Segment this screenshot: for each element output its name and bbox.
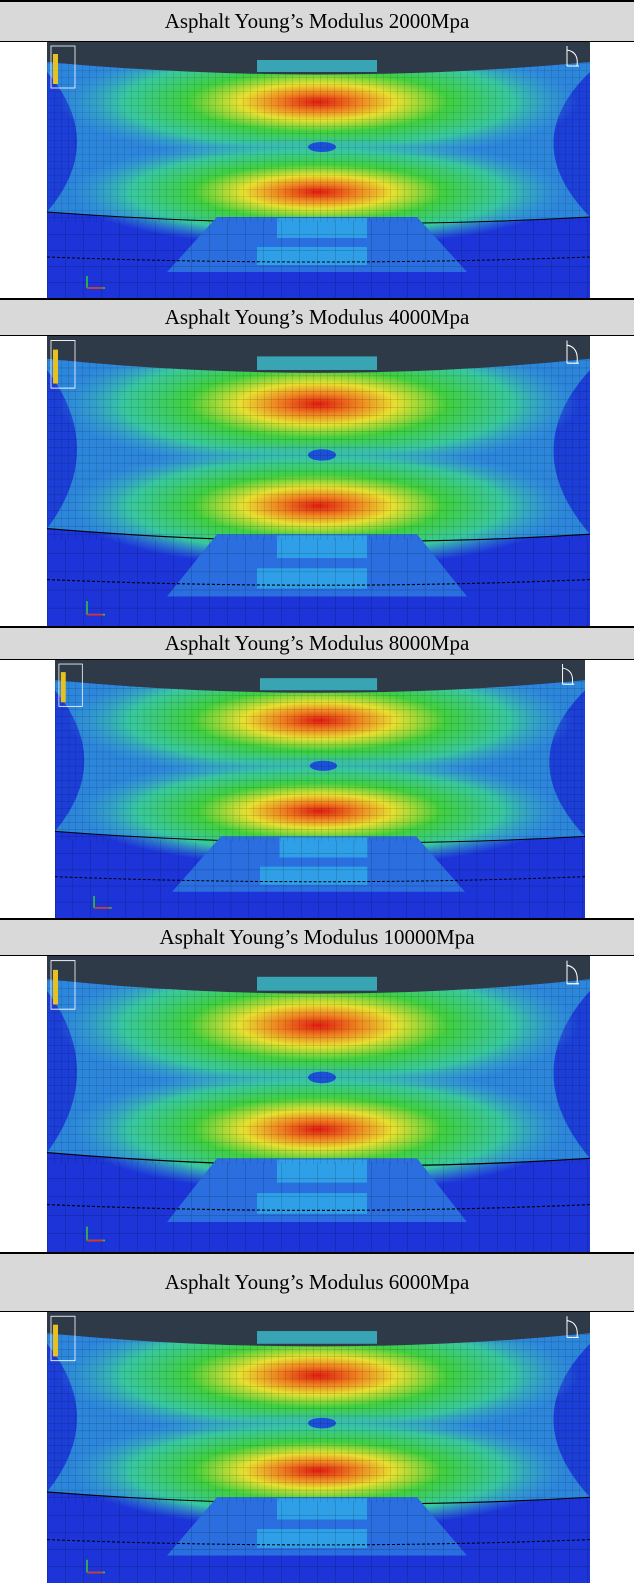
contour-image [55, 660, 585, 918]
panel-title: Asphalt Young’s Modulus 4000Mpa [0, 298, 634, 336]
contour-image [47, 42, 590, 298]
panel-title: Asphalt Young’s Modulus 2000Mpa [0, 0, 634, 42]
contour-image [47, 1312, 590, 1583]
contour-image [47, 336, 590, 626]
panel-title: Asphalt Young’s Modulus 6000Mpa [0, 1252, 634, 1312]
panel-title: Asphalt Young’s Modulus 10000Mpa [0, 918, 634, 956]
panel-title: Asphalt Young’s Modulus 8000Mpa [0, 626, 634, 660]
contour-image [47, 956, 590, 1252]
